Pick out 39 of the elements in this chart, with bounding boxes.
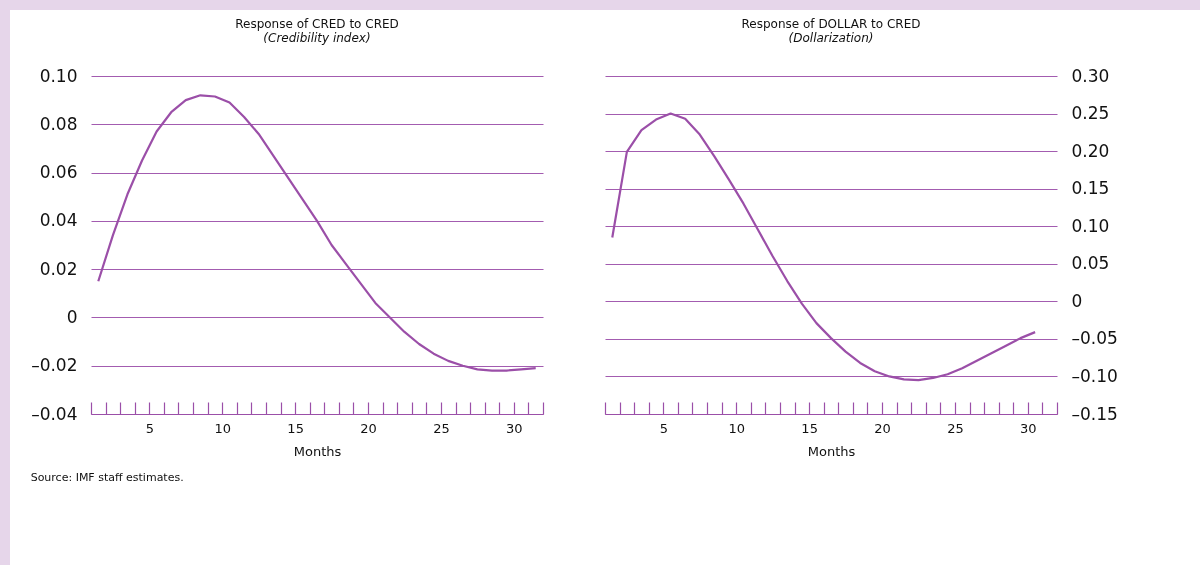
chart-subtitle: (Dollarization)	[788, 31, 874, 45]
x-tick-label: 20	[360, 420, 377, 436]
y2-tick-label: –0.05	[1071, 328, 1118, 349]
y2-tick-label: 0.20	[1071, 140, 1110, 161]
chart-subtitle: (Credibility index)	[263, 31, 371, 45]
line-series	[611, 112, 1037, 382]
x-tick-label: 30	[1020, 420, 1037, 436]
y-tick-label: –0.02	[31, 355, 78, 376]
x-tick-label: 5	[145, 420, 154, 436]
y-tick-label: 0.10	[39, 65, 78, 86]
y-tick-label: 0	[66, 306, 78, 327]
source-note: Source: IMF staff estimates.	[30, 471, 184, 484]
y-tick-label: 0.08	[39, 113, 78, 134]
y2-tick-label: 0.30	[1071, 65, 1110, 86]
chart-title: Response of DOLLAR to CRED	[741, 17, 921, 31]
y2-tick-label: 0	[1071, 290, 1083, 311]
chart-title: Response of CRED to CRED	[235, 17, 399, 31]
x-tick-label: 10	[214, 420, 231, 436]
x-tick-label: 15	[801, 420, 818, 436]
y2-tick-label: 0.05	[1071, 253, 1110, 274]
x-tick-label: 15	[287, 420, 304, 436]
y-tick-label: 0.06	[39, 162, 78, 183]
x-tick-label: 30	[506, 420, 523, 436]
x-axis-title: Months	[293, 443, 342, 459]
y-tick-label: 0.04	[39, 210, 78, 231]
y2-tick-label: 0.25	[1071, 103, 1110, 124]
x-tick-label: 25	[433, 420, 450, 436]
y2-tick-label: –0.10	[1071, 365, 1118, 386]
y-tick-label: –0.04	[31, 403, 78, 424]
y-tick-label: 0.02	[39, 258, 78, 279]
y2-tick-label: 0.15	[1071, 178, 1110, 199]
x-tick-label: 10	[728, 420, 745, 436]
x-tick-label: 5	[659, 420, 668, 436]
x-tick-label: 25	[947, 420, 964, 436]
y2-tick-label: 0.10	[1071, 215, 1110, 236]
y2-tick-label: –0.15	[1071, 403, 1118, 424]
line-series	[97, 94, 537, 372]
x-tick-label: 20	[874, 420, 891, 436]
x-axis-title: Months	[807, 443, 856, 459]
